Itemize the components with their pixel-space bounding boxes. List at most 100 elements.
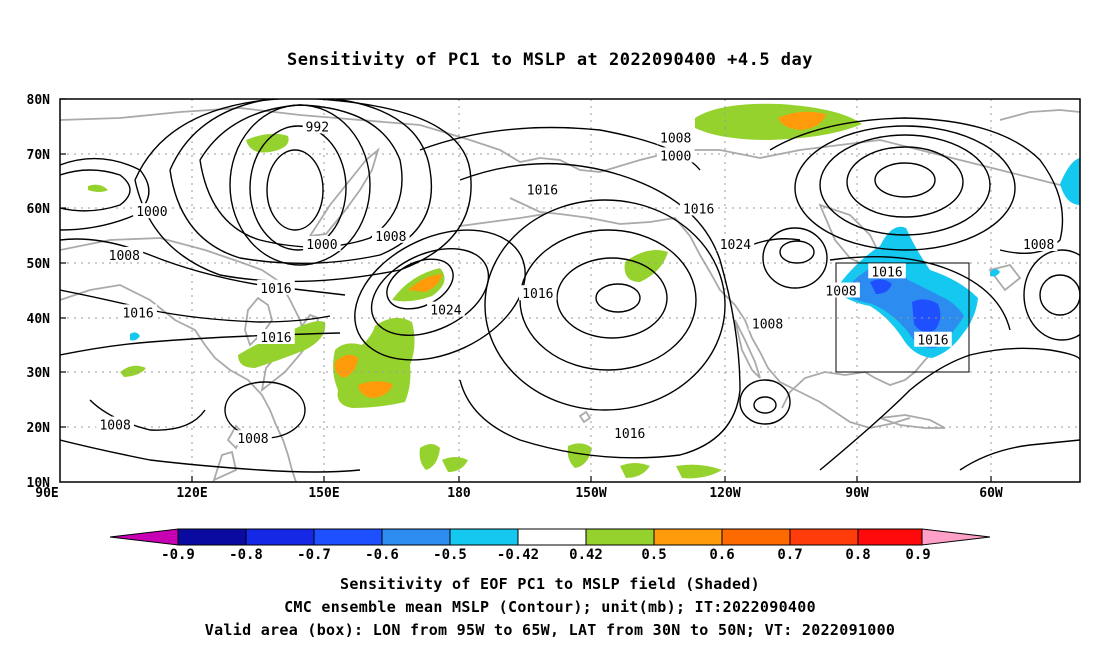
axis-ticks bbox=[60, 98, 992, 482]
contour-label-background bbox=[96, 416, 134, 432]
contour-labels: 992 1008 1000 1000 1016 1016 1008 1000 1024 1008 1… bbox=[96, 118, 1058, 447]
contour-label: 1008 bbox=[1023, 238, 1054, 253]
contour-label: 1000 bbox=[306, 238, 337, 253]
negative-region bbox=[1060, 158, 1080, 205]
contour-label-background bbox=[868, 263, 906, 279]
colorbar-tick: 0.6 bbox=[709, 547, 734, 563]
positive-region bbox=[333, 317, 415, 408]
siberia-north-coast bbox=[60, 107, 471, 141]
contour-label: 1008 bbox=[825, 285, 856, 300]
lat-label: 40N bbox=[27, 312, 51, 327]
contour-label: 1016 bbox=[122, 306, 153, 321]
plot-frame bbox=[59, 98, 1081, 483]
contour-label: 1008 bbox=[660, 131, 691, 146]
negative-region bbox=[912, 299, 941, 332]
contour-label-background bbox=[427, 301, 465, 317]
colorbar-tick: 0.5 bbox=[641, 547, 666, 563]
contour-label-background bbox=[519, 285, 557, 301]
contour-label: 1016 bbox=[871, 265, 902, 280]
contour-label: 1016 bbox=[527, 183, 558, 198]
hawaii bbox=[578, 410, 592, 424]
longitude-labels: 90E 120E 150E 180 150W 120W 90W 60W bbox=[35, 486, 1003, 501]
contour-label: 1016 bbox=[260, 331, 291, 346]
positive-region bbox=[246, 133, 289, 153]
contour-label: 1008 bbox=[375, 230, 406, 245]
colorbar-tick: -0.42 bbox=[497, 547, 539, 563]
bering-coast bbox=[469, 139, 601, 173]
contour-label-background bbox=[257, 279, 295, 295]
lon-label: 120E bbox=[176, 486, 207, 501]
positive-region bbox=[419, 444, 440, 470]
colorbar-tick: 0.7 bbox=[777, 547, 802, 563]
contour-label: 1024 bbox=[720, 238, 751, 253]
positive-region bbox=[676, 464, 722, 479]
contour-label-background bbox=[1019, 235, 1058, 251]
contour-label-background bbox=[656, 129, 695, 145]
contour-label-background bbox=[372, 227, 410, 243]
lon-label: 180 bbox=[447, 486, 471, 501]
east-asia-coast-upper bbox=[60, 237, 306, 341]
lat-label: 20N bbox=[27, 421, 51, 436]
contour-label: 1016 bbox=[260, 282, 291, 297]
positive-region bbox=[358, 381, 393, 398]
colorbar-high-triangle bbox=[921, 528, 991, 546]
colorbar-tick: -0.8 bbox=[229, 547, 263, 563]
lat-label: 50N bbox=[27, 257, 51, 272]
kamchatka-coast bbox=[308, 147, 380, 238]
contour-label-background bbox=[822, 282, 860, 298]
lon-label: 150E bbox=[308, 486, 339, 501]
korea-coast bbox=[244, 296, 273, 347]
lon-label: 90W bbox=[845, 486, 869, 501]
greenland-coast bbox=[999, 109, 1080, 121]
contour-label-background bbox=[679, 200, 718, 216]
colorbar-swatch bbox=[721, 528, 791, 546]
lon-label: 120W bbox=[709, 486, 740, 501]
contour-label-background bbox=[914, 331, 952, 347]
contour-label: 1000 bbox=[660, 149, 691, 164]
lat-label: 30N bbox=[27, 366, 51, 381]
cuba bbox=[879, 414, 946, 429]
contour-label: 1008 bbox=[237, 432, 268, 447]
mslp-contours bbox=[60, 99, 1080, 473]
contour-label-background bbox=[234, 430, 272, 446]
aleutians bbox=[459, 213, 546, 227]
colorbar-tick: -0.9 bbox=[161, 547, 195, 563]
latitude-labels: 80N 70N 60N 50N 40N 30N 20N 10N bbox=[27, 93, 51, 491]
lat-label: 10N bbox=[27, 476, 51, 491]
lat-label: 80N bbox=[27, 93, 51, 108]
positive-region bbox=[620, 463, 650, 478]
contour-label-background bbox=[119, 304, 157, 320]
negative-region bbox=[990, 269, 1000, 277]
caption-shading: Sensitivity of EOF PC1 to MSLP field (Sh… bbox=[340, 575, 760, 593]
colorbar-swatch bbox=[857, 528, 923, 546]
alaska-coast bbox=[509, 197, 911, 429]
contour-label-background bbox=[716, 235, 755, 251]
contour-label: 1024 bbox=[430, 304, 461, 319]
positive-region bbox=[567, 443, 592, 468]
colorbar bbox=[109, 528, 991, 546]
contour-label: 1000 bbox=[136, 205, 167, 220]
contour-label: 1016 bbox=[522, 287, 553, 302]
colorbar-tick: 0.8 bbox=[845, 547, 870, 563]
positive-region bbox=[238, 321, 326, 368]
caption-valid-area: Valid area (box): LON from 95W to 65W, L… bbox=[204, 621, 896, 639]
contour-label-background bbox=[105, 246, 144, 262]
newfoundland bbox=[988, 263, 1022, 292]
colorbar-low-triangle bbox=[109, 528, 179, 546]
positive-region bbox=[778, 111, 826, 130]
lon-label: 60W bbox=[979, 486, 1003, 501]
colorbar-swatch bbox=[653, 528, 723, 546]
philippines-coast bbox=[212, 450, 238, 482]
map-title: Sensitivity of PC1 to MSLP at 2022090400… bbox=[286, 50, 813, 70]
positive-region bbox=[408, 274, 442, 292]
contour-label-background bbox=[302, 118, 332, 134]
colorbar-swatch bbox=[177, 528, 247, 546]
contour-label-background bbox=[523, 181, 562, 197]
positive-region bbox=[695, 103, 862, 140]
colorbar-tick: -0.7 bbox=[297, 547, 331, 563]
colorbar-swatch bbox=[245, 528, 315, 546]
contour-label-background bbox=[748, 315, 787, 331]
east-asia-coast bbox=[60, 284, 297, 482]
positive-region bbox=[120, 365, 146, 377]
colorbar-ticks: -0.9 -0.8 -0.7 -0.6 -0.5 -0.42 0.42 0.5 … bbox=[161, 547, 931, 563]
